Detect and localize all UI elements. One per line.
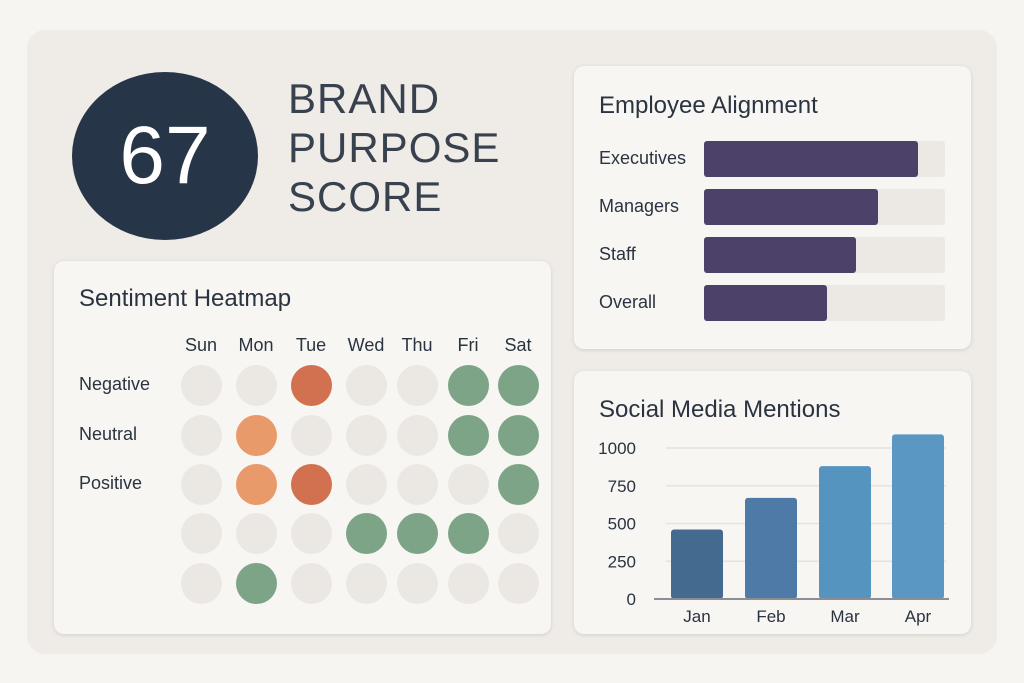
heatmap-cell xyxy=(448,365,489,406)
alignment-bar-track xyxy=(704,285,945,321)
heatmap-cell xyxy=(181,563,222,604)
heatmap-cell xyxy=(346,464,387,505)
heatmap-cell xyxy=(291,415,332,456)
row-label: Positive xyxy=(79,473,143,493)
x-tick-label: Apr xyxy=(905,607,932,626)
heatmap-cell xyxy=(181,464,222,505)
heatmap-cell xyxy=(236,464,277,505)
alignment-label: Executives xyxy=(599,148,687,168)
alignment-bar-track xyxy=(704,189,945,225)
heatmap-cell xyxy=(181,365,222,406)
row-label: Negative xyxy=(79,374,151,394)
bar xyxy=(819,466,871,599)
alignment-bar-track xyxy=(704,141,945,177)
heatmap-cell xyxy=(236,365,277,406)
heatmap-cell xyxy=(397,513,438,554)
heatmap-cell xyxy=(291,513,332,554)
alignment-label: Staff xyxy=(599,244,636,264)
heatmap-cell xyxy=(346,365,387,406)
day-label: Sun xyxy=(184,335,218,355)
heatmap-cell xyxy=(448,464,489,505)
bar-chart: 0 250 500 750 1000 Jan Feb Mar Apr xyxy=(598,434,949,626)
y-tick-label: 1000 xyxy=(598,439,636,458)
heatmap-cell xyxy=(498,415,539,456)
x-tick-label: Mar xyxy=(830,607,860,626)
heatmap-cell xyxy=(346,563,387,604)
alignment-bar-fill xyxy=(704,237,856,273)
heatmap-cell xyxy=(236,513,277,554)
heatmap-cell xyxy=(291,563,332,604)
day-label: Wed xyxy=(347,335,385,355)
heatmap-cell xyxy=(181,415,222,456)
heatmap-cell xyxy=(448,513,489,554)
alignment-label: Managers xyxy=(599,196,680,216)
bar xyxy=(745,497,797,599)
day-label: Sat xyxy=(504,335,532,355)
alignment-title: Employee Alignment xyxy=(599,92,818,119)
y-tick-label: 0 xyxy=(627,590,636,609)
heatmap-cell xyxy=(291,365,332,406)
heatmap-cell xyxy=(291,464,332,505)
heatmap-cell xyxy=(448,563,489,604)
day-label: Thu xyxy=(401,335,433,355)
heatmap-cell xyxy=(236,563,277,604)
day-label: Fri xyxy=(457,335,479,355)
heatmap-cell xyxy=(397,464,438,505)
heatmap-cell xyxy=(181,513,222,554)
title-line: PURPOSE xyxy=(288,124,501,171)
bar xyxy=(671,529,723,599)
heatmap-cell xyxy=(397,365,438,406)
heatmap-cell xyxy=(498,365,539,406)
page-title: BRAND PURPOSE SCORE xyxy=(288,74,500,221)
alignment-bar-fill xyxy=(704,285,827,321)
chart-title: Social Media Mentions xyxy=(599,396,841,423)
social-media-card: Social Media Mentions 0 250 500 750 1000 Jan F… xyxy=(574,371,971,634)
sentiment-heatmap-card: Sentiment Heatmap Sun Mon Tue Wed Thu Fri Sat N… xyxy=(54,261,551,634)
alignment-label: Overall xyxy=(599,292,657,312)
score-value: 67 xyxy=(119,110,211,201)
alignment-bar-track xyxy=(704,237,945,273)
alignment-bar-fill xyxy=(704,141,919,177)
score-circle: 67 xyxy=(72,72,258,240)
heatmap-cell xyxy=(498,464,539,505)
y-tick-label: 500 xyxy=(608,515,636,534)
title-line: SCORE xyxy=(288,173,443,220)
heatmap-cell xyxy=(448,415,489,456)
day-label: Mon xyxy=(238,335,274,355)
x-tick-label: Jan xyxy=(683,607,710,626)
heatmap-cell xyxy=(346,415,387,456)
title-line: BRAND xyxy=(288,75,441,122)
alignment-bar-fill xyxy=(704,189,878,225)
heatmap-cell xyxy=(498,513,539,554)
heatmap-cell xyxy=(397,563,438,604)
y-tick-label: 750 xyxy=(608,477,636,496)
heatmap-cell xyxy=(498,563,539,604)
day-label: Tue xyxy=(295,335,327,355)
employee-alignment-card: Employee Alignment Executives Managers Sta… xyxy=(574,66,971,349)
heatmap-cell xyxy=(346,513,387,554)
heatmap-cell xyxy=(236,415,277,456)
row-label: Neutral xyxy=(79,424,138,444)
bar xyxy=(892,434,944,599)
heatmap-title: Sentiment Heatmap xyxy=(79,285,292,312)
x-tick-label: Feb xyxy=(756,607,785,626)
heatmap-cell xyxy=(397,415,438,456)
y-tick-label: 250 xyxy=(608,552,636,571)
